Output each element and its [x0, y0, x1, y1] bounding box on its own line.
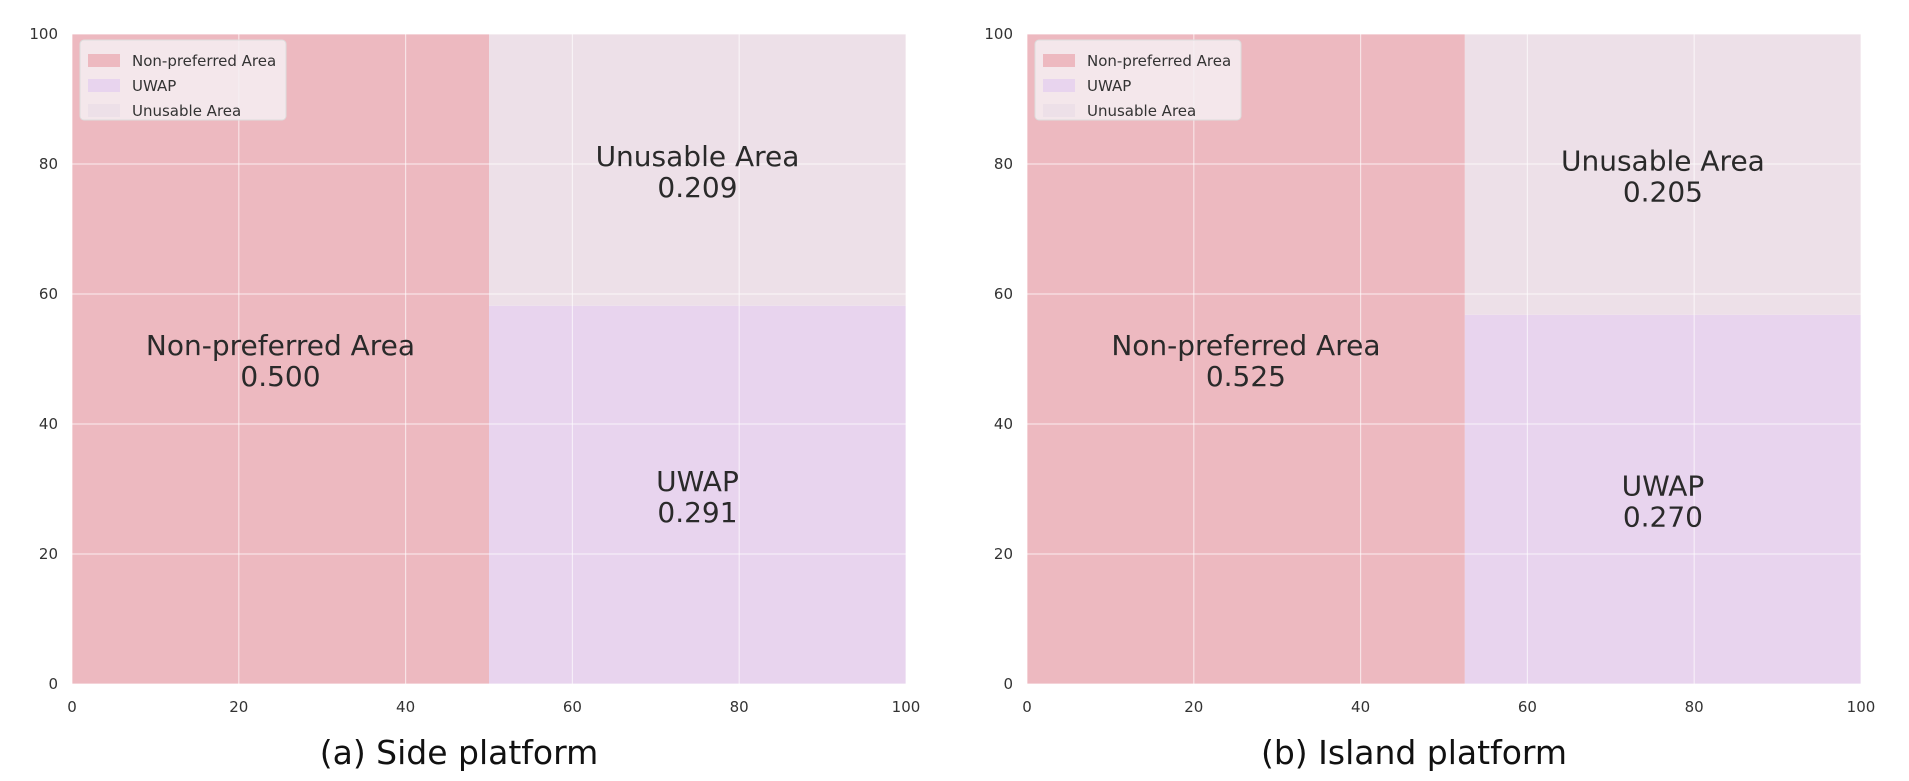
region-label-2: Unusable Area — [1561, 144, 1765, 177]
x-tick-label-3: 60 — [563, 698, 582, 716]
region-value-2: 0.205 — [1623, 175, 1703, 208]
y-tick-label-5: 100 — [29, 25, 58, 43]
region-0 — [1027, 34, 1465, 684]
legend: Non-preferred Area UWAP Unusable Area — [1034, 39, 1242, 121]
region-value-0: 0.525 — [1206, 360, 1286, 393]
region-value-2: 0.209 — [657, 171, 737, 204]
x-tick-label-4: 80 — [1685, 698, 1704, 716]
legend-label-0: Non-preferred Area — [132, 52, 276, 70]
x-tick-label-5: 100 — [1847, 698, 1876, 716]
y-tick-label-2: 40 — [39, 415, 58, 433]
y-tick-label-5: 100 — [984, 25, 1013, 43]
x-tick-label-3: 60 — [1518, 698, 1537, 716]
y-tick-label-3: 60 — [39, 285, 58, 303]
legend-label-0: Non-preferred Area — [1087, 52, 1231, 70]
legend-label-1: UWAP — [1087, 77, 1131, 95]
legend-box — [1034, 39, 1242, 121]
chart-panel-1: Non-preferred Area0.525UWAP0.270Unusable… — [984, 25, 1875, 772]
y-tick-label-4: 80 — [39, 155, 58, 173]
chart-panel-0: Non-preferred Area0.500UWAP0.291Unusable… — [29, 25, 920, 772]
region-1 — [1464, 314, 1861, 684]
y-tick-label-0: 0 — [1003, 675, 1013, 693]
region-label-2: Unusable Area — [596, 140, 800, 173]
x-tick-label-5: 100 — [892, 698, 921, 716]
x-tick-label-0: 0 — [67, 698, 77, 716]
panel-title: (b) Island platform — [1261, 733, 1567, 772]
region-2 — [1464, 34, 1861, 315]
legend-box — [79, 39, 287, 121]
legend-swatch-2 — [88, 104, 120, 117]
legend-swatch-1 — [88, 79, 120, 92]
region-label-0: Non-preferred Area — [1111, 329, 1380, 362]
y-tick-label-4: 80 — [994, 155, 1013, 173]
legend-label-1: UWAP — [132, 77, 176, 95]
region-2 — [489, 34, 906, 306]
legend: Non-preferred Area UWAP Unusable Area — [79, 39, 287, 121]
y-tick-label-1: 20 — [994, 545, 1013, 563]
region-0 — [72, 34, 489, 684]
legend-label-2: Unusable Area — [1087, 102, 1196, 120]
region-value-1: 0.291 — [657, 496, 737, 529]
x-tick-label-0: 0 — [1022, 698, 1032, 716]
region-label-1: UWAP — [656, 465, 739, 498]
region-value-0: 0.500 — [240, 360, 320, 393]
y-tick-label-1: 20 — [39, 545, 58, 563]
panel-title: (a) Side platform — [320, 733, 599, 772]
x-tick-label-2: 40 — [396, 698, 415, 716]
y-tick-label-2: 40 — [994, 415, 1013, 433]
y-tick-label-0: 0 — [48, 675, 58, 693]
region-label-0: Non-preferred Area — [146, 329, 415, 362]
region-1 — [489, 305, 906, 684]
legend-swatch-2 — [1043, 104, 1075, 117]
region-label-1: UWAP — [1622, 469, 1705, 502]
region-value-1: 0.270 — [1623, 500, 1703, 533]
legend-swatch-0 — [88, 54, 120, 67]
legend-label-2: Unusable Area — [132, 102, 241, 120]
x-tick-label-2: 40 — [1351, 698, 1370, 716]
y-tick-label-3: 60 — [994, 285, 1013, 303]
legend-swatch-1 — [1043, 79, 1075, 92]
legend-swatch-0 — [1043, 54, 1075, 67]
x-tick-label-1: 20 — [1184, 698, 1203, 716]
x-tick-label-1: 20 — [229, 698, 248, 716]
x-tick-label-4: 80 — [730, 698, 749, 716]
